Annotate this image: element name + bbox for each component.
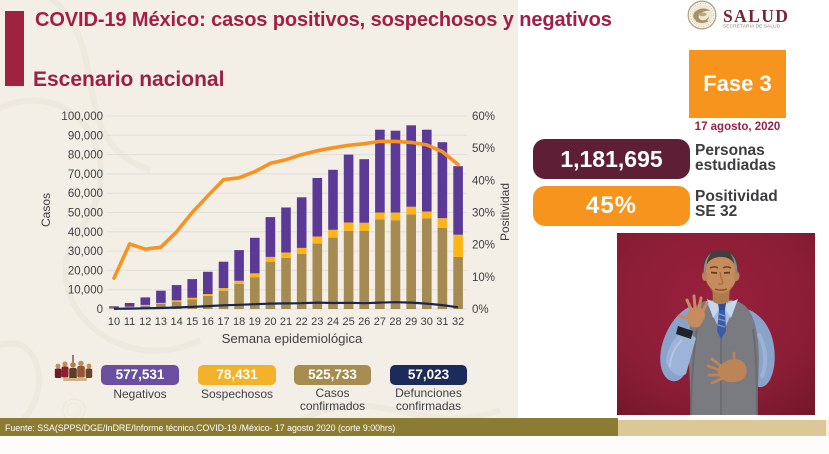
svg-text:18: 18 [233,316,245,328]
svg-text:26: 26 [358,316,370,328]
svg-text:15: 15 [186,316,198,328]
svg-text:23: 23 [311,316,323,328]
svg-text:10: 10 [108,316,120,328]
svg-text:30,000: 30,000 [68,246,103,258]
svg-text:0: 0 [97,304,103,316]
svg-text:60,000: 60,000 [68,188,103,200]
svg-text:27: 27 [374,316,386,328]
svg-text:30: 30 [421,316,433,328]
svg-text:80,000: 80,000 [68,150,103,162]
svg-text:90,000: 90,000 [68,130,103,142]
svg-text:40%: 40% [472,175,495,187]
svg-text:14: 14 [170,316,182,328]
svg-text:22: 22 [296,316,308,328]
svg-text:40,000: 40,000 [68,227,103,239]
svg-text:32: 32 [452,316,464,328]
svg-text:100,000: 100,000 [61,111,103,123]
svg-text:Positividad: Positividad [498,183,512,241]
svg-text:50%: 50% [472,143,495,155]
svg-text:31: 31 [436,316,448,328]
svg-text:50,000: 50,000 [68,208,103,220]
svg-text:16: 16 [202,316,214,328]
svg-text:20,000: 20,000 [68,265,103,277]
svg-text:30%: 30% [472,208,495,220]
svg-text:13: 13 [155,316,167,328]
svg-text:21: 21 [280,316,292,328]
svg-text:SECRETARÍA DE SALUD: SECRETARÍA DE SALUD [723,23,781,30]
svg-text:20%: 20% [472,240,495,252]
svg-text:60%: 60% [472,111,495,123]
svg-text:19: 19 [249,316,261,328]
svg-text:SALUD: SALUD [723,6,789,26]
svg-text:0%: 0% [472,304,489,316]
svg-text:17: 17 [217,316,229,328]
svg-text:Casos: Casos [39,193,53,227]
svg-text:20: 20 [264,316,276,328]
svg-text:24: 24 [327,316,339,328]
svg-text:28: 28 [389,316,401,328]
svg-text:10%: 10% [472,272,495,284]
svg-text:25: 25 [342,316,354,328]
svg-text:11: 11 [124,316,135,328]
svg-text:70,000: 70,000 [68,169,103,181]
svg-text:29: 29 [405,316,417,328]
svg-text:12: 12 [139,316,151,328]
svg-text:10,000: 10,000 [68,285,103,297]
svg-text:Semana epidemiológica: Semana epidemiológica [222,331,363,346]
